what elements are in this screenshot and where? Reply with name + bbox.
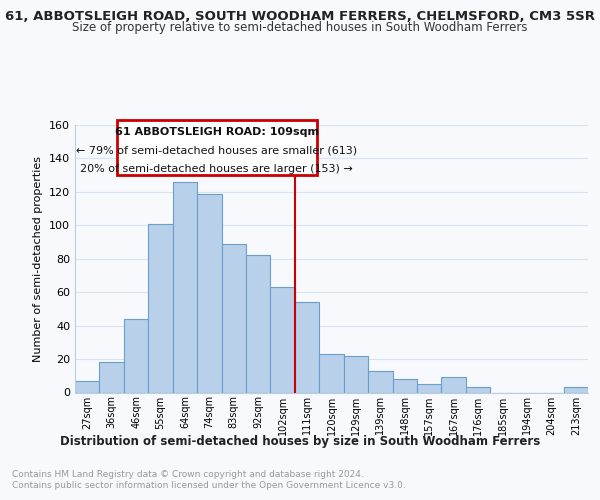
Text: ← 79% of semi-detached houses are smaller (613): ← 79% of semi-detached houses are smalle… — [76, 146, 357, 156]
Text: Contains HM Land Registry data © Crown copyright and database right 2024.: Contains HM Land Registry data © Crown c… — [12, 470, 364, 479]
Bar — [173, 182, 197, 392]
Bar — [563, 388, 588, 392]
Text: 61, ABBOTSLEIGH ROAD, SOUTH WOODHAM FERRERS, CHELMSFORD, CM3 5SR: 61, ABBOTSLEIGH ROAD, SOUTH WOODHAM FERR… — [5, 10, 595, 23]
Bar — [221, 244, 246, 392]
Bar — [368, 371, 392, 392]
Text: Contains public sector information licensed under the Open Government Licence v3: Contains public sector information licen… — [12, 481, 406, 490]
Bar — [246, 256, 271, 392]
Bar — [295, 302, 319, 392]
FancyBboxPatch shape — [116, 120, 317, 175]
Bar — [75, 381, 100, 392]
Bar — [100, 362, 124, 392]
Bar — [442, 378, 466, 392]
Bar — [124, 319, 148, 392]
Text: 61 ABBOTSLEIGH ROAD: 109sqm: 61 ABBOTSLEIGH ROAD: 109sqm — [115, 126, 319, 136]
Text: Distribution of semi-detached houses by size in South Woodham Ferrers: Distribution of semi-detached houses by … — [60, 435, 540, 448]
Bar — [392, 379, 417, 392]
Text: Size of property relative to semi-detached houses in South Woodham Ferrers: Size of property relative to semi-detach… — [72, 21, 528, 34]
Bar — [148, 224, 173, 392]
Bar — [344, 356, 368, 393]
Bar — [197, 194, 221, 392]
Text: 20% of semi-detached houses are larger (153) →: 20% of semi-detached houses are larger (… — [80, 164, 353, 174]
Bar — [271, 287, 295, 393]
Bar — [319, 354, 344, 393]
Bar — [417, 384, 442, 392]
Bar — [466, 388, 490, 392]
Y-axis label: Number of semi-detached properties: Number of semi-detached properties — [34, 156, 43, 362]
